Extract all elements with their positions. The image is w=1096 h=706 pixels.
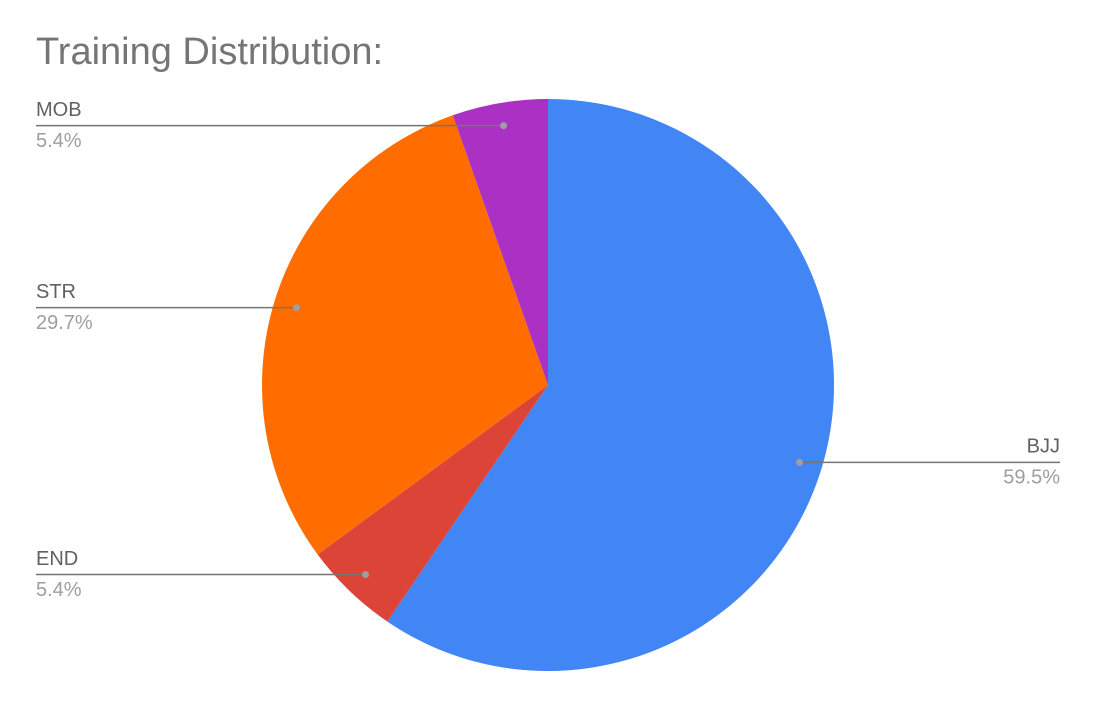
leader-dot <box>795 458 803 466</box>
slice-label: BJJ <box>1027 436 1060 458</box>
slice-value-label: 5.4% <box>36 130 82 152</box>
slice-value-label: 59.5% <box>1003 467 1060 489</box>
pie-slice <box>452 99 548 385</box>
pie-slice <box>317 385 548 622</box>
leader-dot <box>293 304 301 312</box>
leader-dot <box>500 122 508 130</box>
slice-label: END <box>36 548 78 570</box>
slice-label: STR <box>36 281 76 303</box>
slice-label: MOB <box>36 99 82 121</box>
leader-dot <box>361 571 369 579</box>
slice-value-label: 29.7% <box>36 312 93 334</box>
slice-value-label: 5.4% <box>36 579 82 601</box>
pie-slice <box>261 115 548 555</box>
chart-title: Training Distribution: <box>36 31 383 73</box>
pie-slice <box>387 99 834 671</box>
